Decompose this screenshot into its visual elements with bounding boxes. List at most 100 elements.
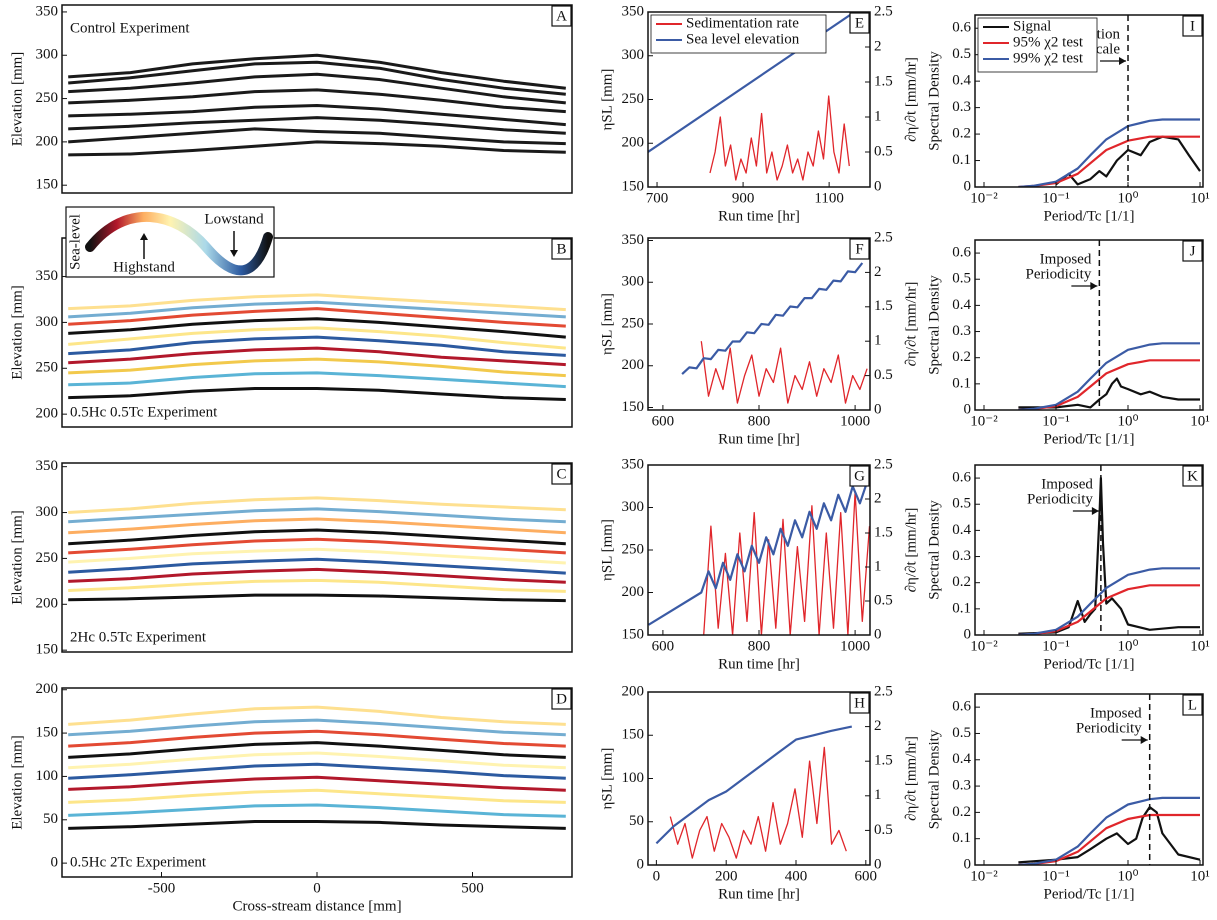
stratigraphic-surface — [68, 300, 566, 319]
y2-tick-label: 0 — [874, 856, 882, 872]
x-tick-label: 1000 — [840, 638, 870, 654]
panel-letter-box — [1182, 15, 1203, 37]
plot-area — [975, 465, 1203, 635]
stratigraphic-surface — [68, 547, 566, 565]
x-tick-label: 800 — [748, 638, 771, 654]
legend-label: Signal — [1013, 18, 1051, 34]
x-tick-label: 10⁻¹ — [1042, 868, 1069, 884]
panel-letter: J — [1190, 243, 1196, 259]
panel-letter: C — [556, 466, 566, 482]
panel-letter-box — [849, 465, 870, 487]
arrow-head — [1140, 736, 1148, 744]
plot-area — [975, 240, 1203, 410]
x-tick-label: 10⁻¹ — [1042, 413, 1069, 429]
y-tick-label: 0.2 — [952, 574, 971, 590]
y2-tick-label: 0.5 — [874, 592, 893, 608]
panel-letter: B — [556, 241, 566, 257]
panel-letter-box — [551, 463, 572, 485]
y2-tick-label: 2 — [874, 38, 882, 54]
x-tick-label: 1000 — [840, 413, 870, 429]
y-tick-label: 150 — [36, 725, 59, 741]
x-axis-label: Period/Tc [1/1] — [1043, 886, 1134, 902]
x-tick-label: 10⁻² — [970, 868, 998, 884]
y-tick-label: 50 — [43, 811, 58, 827]
y-tick-label: 0 — [964, 401, 972, 417]
y2-tick-label: 1.5 — [874, 73, 893, 89]
stratigraphic-surface — [68, 127, 566, 146]
plot-frame — [974, 14, 1204, 188]
x-tick-label: 10¹ — [1190, 638, 1210, 654]
y-tick-label: 250 — [622, 541, 645, 557]
panel-letter-box — [551, 688, 572, 710]
stratigraphic-surface — [68, 357, 566, 378]
plot-area — [62, 688, 572, 877]
y2-tick-label: 1.5 — [874, 524, 893, 540]
data-line — [1055, 135, 1201, 186]
stratigraphic-surface — [68, 496, 566, 514]
x-tick-label: 10¹ — [1190, 413, 1210, 429]
y-tick-label: 50 — [629, 813, 644, 829]
y-axis-label: Elevation [mm] — [9, 735, 25, 830]
data-line — [1018, 806, 1201, 864]
y-axis-label: Elevation [mm] — [9, 510, 25, 605]
stratigraphic-surface — [68, 88, 566, 114]
x-tick-label: 600 — [652, 413, 675, 429]
x-tick-label: 10⁻¹ — [1042, 190, 1069, 206]
y2-axis-label: ∂η/∂t [mm/hr] — [903, 736, 919, 821]
y-tick-label: 250 — [622, 91, 645, 107]
plot-area — [648, 238, 870, 410]
y-tick-label: 200 — [36, 596, 59, 612]
x-tick-label: 800 — [748, 413, 771, 429]
y2-axis-label: ∂η/∂t [mm/hr] — [903, 282, 919, 367]
y2-tick-label: 0 — [874, 178, 882, 194]
sea-level-curve — [85, 211, 273, 276]
y-axis-label: ηSL [mm] — [599, 293, 615, 355]
stratigraphic-surface — [68, 751, 566, 770]
y-axis-label: Spectral Density — [926, 729, 942, 829]
data-line — [1018, 377, 1200, 409]
x-axis-label: Run time [hr] — [718, 886, 800, 902]
y-tick-label: 0.1 — [952, 830, 971, 846]
legend-label: Sedimentation rate — [686, 15, 799, 31]
y-tick-label: 250 — [622, 315, 645, 331]
x-axis-label: Period/Tc [1/1] — [1043, 208, 1134, 224]
y-tick-label: 150 — [36, 642, 59, 658]
y-axis-label: Spectral Density — [926, 51, 942, 151]
x-tick-label: 600 — [855, 868, 878, 884]
x-axis-label: Period/Tc [1/1] — [1043, 431, 1134, 447]
y-tick-label: 0.5 — [952, 46, 971, 62]
y-axis-label: ηSL [mm] — [599, 519, 615, 581]
x-tick-label: 10⁻² — [970, 413, 998, 429]
data-line — [1018, 567, 1200, 635]
x-tick-label: 1100 — [814, 190, 843, 206]
y-tick-label: 100 — [36, 768, 59, 784]
y2-tick-label: 2.5 — [874, 456, 893, 472]
x-tick-label: 500 — [461, 880, 484, 896]
stratigraphic-surface — [68, 567, 566, 584]
y2-tick-label: 1 — [874, 333, 882, 349]
annotation: Imposed — [1041, 476, 1093, 492]
x-axis-label: Run time [hr] — [718, 656, 800, 672]
stratigraphic-surface — [68, 718, 566, 737]
data-line — [681, 262, 864, 375]
series-group — [648, 481, 870, 635]
y-tick-label: 150 — [622, 727, 645, 743]
panel-letter-box — [1182, 694, 1203, 716]
y-tick-label: 0.4 — [952, 522, 971, 538]
data-line — [1018, 796, 1200, 865]
y2-tick-label: 2.5 — [874, 229, 893, 245]
inset-label: Lowstand — [204, 211, 264, 227]
y-tick-label: 0.1 — [952, 600, 971, 616]
stratigraphic-surface — [68, 741, 566, 759]
arrow-head — [1119, 57, 1127, 65]
plot-area — [648, 465, 870, 635]
x-axis-label: Run time [hr] — [718, 208, 800, 224]
y-tick-label: 150 — [36, 177, 59, 193]
stratigraphic-surface — [68, 557, 566, 575]
y-tick-label: 0.3 — [952, 548, 971, 564]
y2-axis-label: ∂η/∂t [mm/hr] — [903, 508, 919, 593]
legend-label: Sea level elevation — [686, 31, 800, 47]
y-tick-label: 0.5 — [952, 725, 971, 741]
x-axis-label: Period/Tc [1/1] — [1043, 656, 1134, 672]
y-tick-label: 300 — [622, 499, 645, 515]
